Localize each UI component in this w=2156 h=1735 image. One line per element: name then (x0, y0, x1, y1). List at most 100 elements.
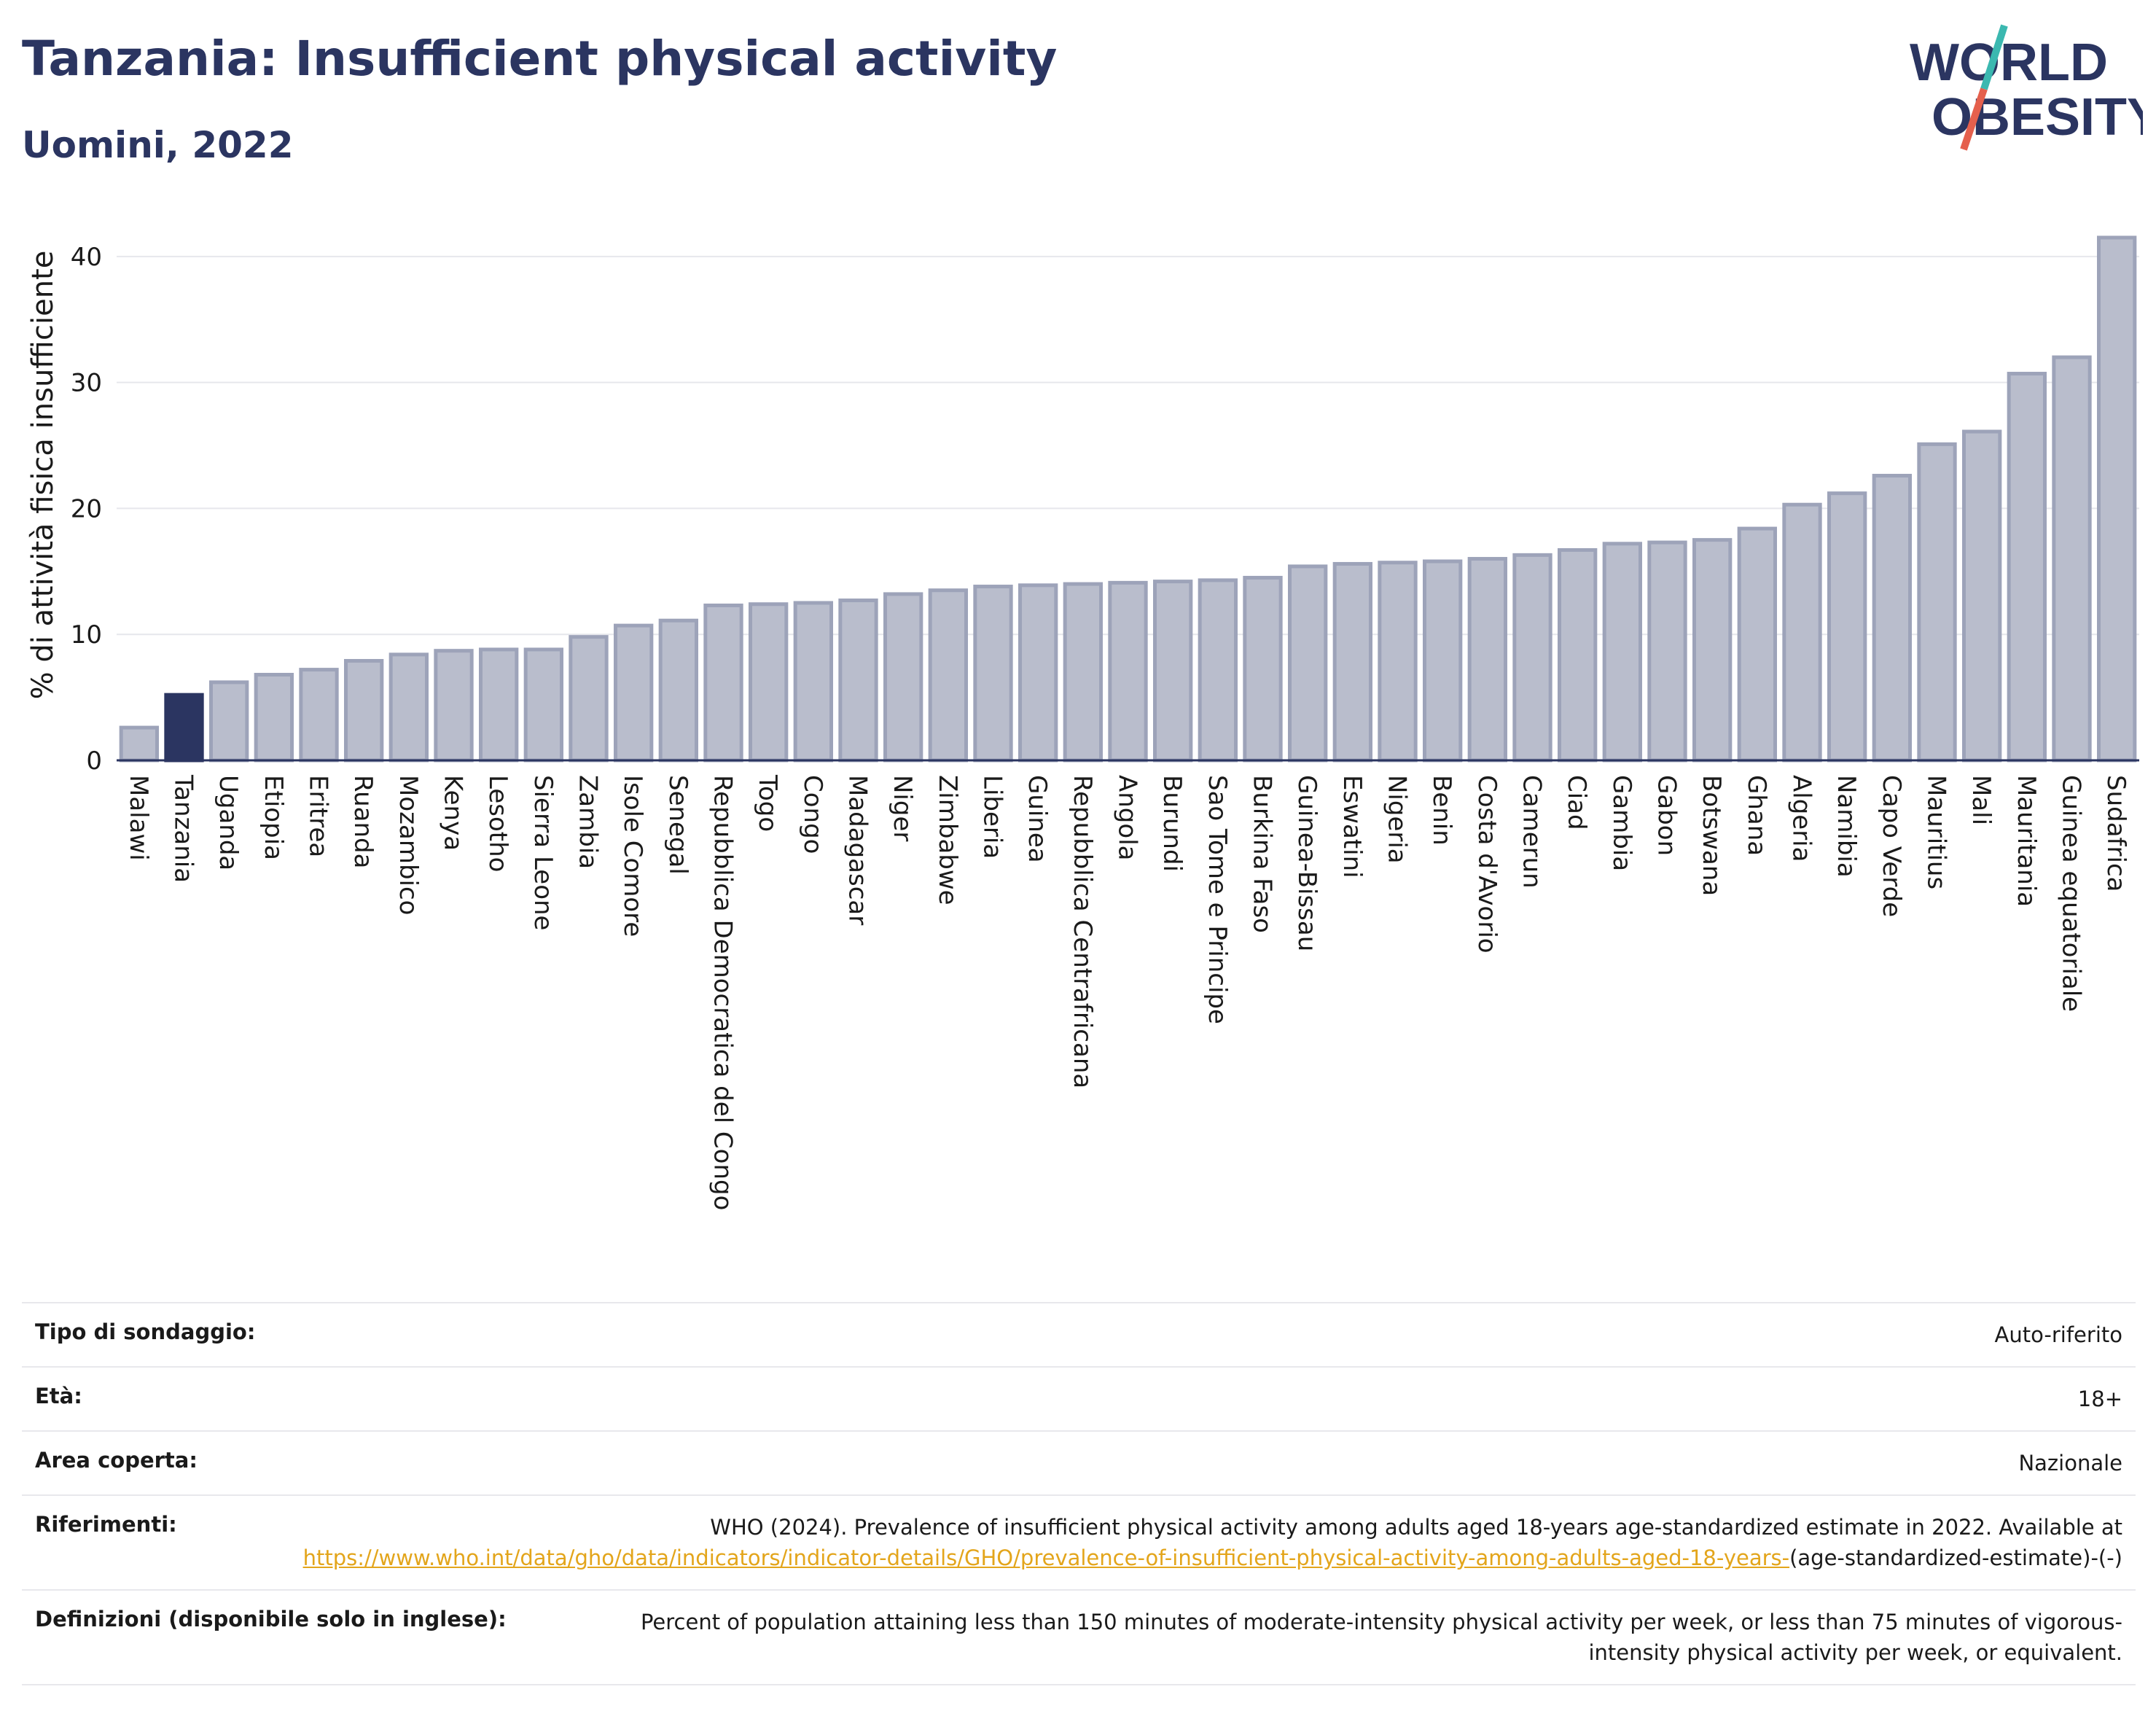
meta-label: Area coperta: (35, 1448, 198, 1473)
x-tick-label: Niger (888, 775, 917, 841)
bar-guinea (1018, 583, 1058, 763)
x-tick-label: Zimbabwe (933, 775, 962, 905)
x-tick-label: Guinea equatoriale (2057, 775, 2086, 1012)
x-tick-label: Madagascar (843, 775, 872, 925)
x-tick-label: Kenya (439, 775, 468, 851)
x-tick-label: Mozambico (394, 775, 423, 915)
bar-senegal (658, 618, 699, 763)
references-link[interactable]: https://www.who.int/data/gho/data/indica… (302, 1545, 1790, 1571)
x-tick-label: Burkina Faso (1248, 775, 1277, 933)
x-tick-label: Eritrea (304, 775, 333, 857)
x-tick-label: Repubblica Democratica del Congo (708, 775, 738, 1210)
x-tick-label: Togo (753, 774, 782, 832)
x-tick-label: Mauritius (1922, 775, 1951, 889)
x-tick-label: Guinea (1023, 775, 1052, 863)
bar-liberia (973, 585, 1013, 763)
bar-benin (1423, 559, 1463, 763)
meta-value: Percent of population attaining less tha… (640, 1610, 2122, 1666)
x-tick-label: Ciad (1562, 775, 1591, 830)
bar-mali (1962, 429, 2002, 763)
bar-repubblica-centrafricana (1063, 582, 1103, 763)
x-tick-label: Eswatini (1337, 775, 1367, 878)
x-tick-label: Mauritania (2012, 775, 2041, 907)
x-tick-label: Repubblica Centrafricana (1068, 775, 1097, 1088)
meta-row-area: Area coperta: Nazionale (22, 1430, 2136, 1494)
x-tick-label: Sudafrica (2101, 775, 2130, 892)
bar-mauritania (2007, 372, 2047, 763)
x-tick-label: Ghana (1742, 775, 1771, 856)
meta-value: 18+ (2077, 1387, 2122, 1412)
bar-madagascar (838, 599, 878, 763)
references-suffix: (age-standardized-estimate)-(-) (1789, 1545, 2122, 1571)
bar-gambia (1602, 542, 1643, 763)
x-tick-label: Senegal (663, 775, 692, 875)
bar-ciad (1558, 547, 1598, 763)
bar-lesotho (479, 647, 519, 763)
x-tick-label: Liberia (978, 775, 1007, 859)
bar-congo (793, 601, 833, 763)
x-tick-label: Camerun (1518, 775, 1547, 889)
x-tick-label: Mali (1966, 775, 1996, 825)
bar-camerun (1512, 553, 1552, 763)
meta-value: Auto-riferito (1994, 1322, 2122, 1347)
y-tick-label: 10 (71, 620, 102, 650)
bars (119, 235, 2137, 763)
logo-slash-top (1980, 24, 2008, 90)
x-tick-label: Burundi (1157, 775, 1187, 872)
x-tick-label: Nigeria (1383, 775, 1412, 864)
meta-row-age: Età: 18+ (22, 1366, 2136, 1430)
x-tick-label: Tanzania (169, 774, 198, 883)
y-tick-labels: 0 10 20 30 40 (71, 243, 102, 776)
bar-niger (883, 592, 923, 763)
x-tick-label: Lesotho (483, 775, 512, 872)
x-tick-label: Malawi (124, 775, 153, 861)
x-tick-label: Uganda (214, 775, 243, 870)
y-tick-label: 20 (71, 494, 102, 523)
meta-label: Età: (35, 1384, 82, 1409)
bar-capo-verde (1872, 473, 1913, 763)
bar-sudafrica (2097, 235, 2137, 763)
bar-algeria (1782, 502, 1822, 763)
x-tick-label: Botswana (1697, 775, 1726, 896)
bar-isole-comore (614, 623, 654, 763)
bar-costa-d-avorio (1467, 557, 1507, 763)
x-tick-label: Etiopia (259, 775, 288, 860)
x-tick-labels: Malawi Tanzania Uganda Etiopia Eritrea Ruanda… (124, 774, 2130, 1210)
meta-row-definitions: Definizioni (disponibile solo in inglese… (22, 1589, 2136, 1686)
bar-sierra-leone (523, 647, 564, 763)
bar-kenya (434, 649, 474, 763)
bar-ruanda (344, 658, 384, 763)
bar-zambia (569, 635, 609, 763)
meta-row-survey: Tipo di sondaggio: Auto-riferito (22, 1302, 2136, 1366)
x-tick-label: Sierra Leone (528, 775, 558, 930)
bar-sao-tome-e-principe (1198, 578, 1238, 763)
x-tick-label: Congo (798, 775, 827, 854)
bar-gabon (1647, 540, 1687, 763)
x-tick-label: Guinea-Bissau (1292, 775, 1321, 951)
bar-angola (1108, 580, 1148, 763)
x-tick-label: Isole Comore (618, 775, 647, 937)
x-tick-label: Gambia (1607, 775, 1636, 871)
metadata-table: Tipo di sondaggio: Auto-riferito Età: 18… (22, 1302, 2136, 1686)
chart-subtitle: Uomini, 2022 (22, 124, 294, 166)
meta-value: WHO (2024). Prevalence of insufficient p… (303, 1512, 2122, 1573)
meta-label: Tipo di sondaggio: (35, 1319, 256, 1344)
x-tick-label: Namibia (1832, 775, 1861, 878)
x-tick-label: Angola (1113, 775, 1142, 860)
references-text: WHO (2024). Prevalence of insufficient p… (710, 1515, 2122, 1540)
bar-zimbabwe (928, 588, 968, 763)
bar-tanzania (164, 693, 204, 763)
x-tick-label: Zambia (574, 775, 603, 869)
bar-ghana (1737, 526, 1778, 763)
bar-eritrea (299, 668, 339, 763)
meta-value: Nazionale (2018, 1451, 2122, 1476)
chart-title: Tanzania: Insufficient physical activity (22, 31, 1058, 87)
x-tick-label: Sao Tome e Principe (1203, 775, 1232, 1024)
meta-label: Riferimenti: (35, 1512, 177, 1537)
x-tick-label: Algeria (1787, 775, 1816, 862)
bar-chart: 0 10 20 30 40 Malawi Tanzania Uganda Etiopia Eri… (26, 235, 2139, 1210)
meta-row-references: Riferimenti: WHO (2024). Prevalence of i… (22, 1494, 2136, 1589)
bar-etiopia (254, 673, 294, 763)
bar-namibia (1827, 491, 1867, 763)
bar-repubblica-democratica-del-congo (703, 603, 743, 763)
